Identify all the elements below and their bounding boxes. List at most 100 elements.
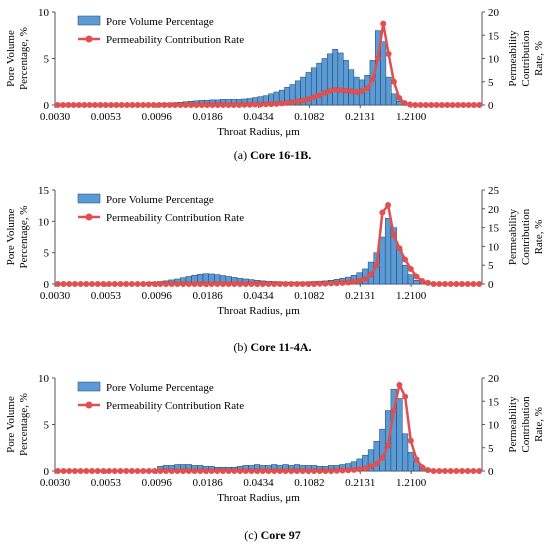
line-point	[390, 407, 397, 414]
y-left-tick-label: 0	[44, 100, 50, 112]
line-point	[268, 101, 275, 108]
line-point	[464, 468, 471, 474]
line-point	[89, 468, 96, 474]
y-right-tick-label: 5	[488, 443, 494, 455]
line-point	[60, 281, 67, 287]
bar	[407, 452, 414, 472]
line-point	[385, 50, 392, 57]
caption-c-label: Core 97	[260, 528, 301, 542]
line-point	[163, 468, 170, 474]
line-point	[254, 281, 261, 287]
line-point	[441, 281, 448, 287]
line-point	[305, 468, 312, 474]
line-point	[106, 468, 113, 474]
line-point	[168, 468, 175, 474]
legend-bar-swatch	[77, 193, 101, 204]
line-point	[362, 465, 369, 472]
bar	[413, 279, 420, 285]
line-point	[123, 468, 130, 474]
x-tick-label: 0.0434	[243, 111, 274, 123]
line-point	[278, 100, 285, 107]
line-point	[208, 468, 215, 474]
line-point	[191, 281, 198, 287]
line-point	[316, 468, 323, 474]
line-point	[177, 102, 184, 108]
x-tick-label: 0.0030	[40, 290, 71, 302]
line-point	[248, 468, 255, 474]
line-point	[174, 468, 181, 474]
line-point	[453, 281, 460, 287]
line-point	[356, 277, 363, 284]
line-point	[447, 281, 454, 287]
line-point	[464, 281, 471, 287]
line-point	[333, 467, 340, 474]
bar	[380, 41, 387, 106]
line-point	[293, 468, 300, 474]
x-tick-label: 0.0053	[91, 111, 122, 123]
line-point	[180, 281, 187, 287]
y-left-label: Pore Volume	[5, 30, 17, 87]
line-point	[134, 281, 141, 287]
line-point	[118, 102, 125, 108]
line-point	[419, 464, 426, 471]
x-tick-label: 0.0186	[193, 477, 224, 489]
caption-a-label: Core 16-1B.	[250, 148, 312, 162]
line-point	[276, 468, 283, 474]
line-point	[150, 102, 157, 108]
line-point	[332, 86, 339, 93]
line-point	[322, 468, 329, 474]
x-tick-label: 0.0186	[193, 111, 224, 123]
y-left-tick-label: 15	[38, 185, 50, 197]
bar	[385, 76, 392, 106]
line-point	[220, 102, 227, 108]
line-point	[252, 101, 259, 108]
line-point	[231, 281, 238, 287]
y-right-label: Contribution	[520, 30, 532, 87]
line-point	[396, 245, 403, 252]
line-point	[454, 102, 461, 108]
chart-a: 0 5 10 0 5 10 15 20 0.0030 0.0053 0.0096 0.0186 0.04…	[5, 7, 545, 138]
line-point	[259, 281, 266, 287]
line-point	[124, 102, 131, 108]
x-tick-label: 0.1082	[294, 477, 324, 489]
line-point	[241, 101, 248, 108]
line-point	[328, 468, 335, 474]
y-right-tick-label: 20	[488, 204, 500, 216]
line-point	[345, 467, 352, 474]
line-point	[422, 102, 429, 108]
line-point	[385, 202, 392, 209]
y-right-label: Rate, %	[533, 220, 545, 255]
line-point	[337, 87, 344, 94]
line-point	[54, 281, 61, 287]
line-point	[111, 468, 118, 474]
bar	[342, 60, 349, 106]
line-point	[419, 277, 426, 284]
line-point	[102, 102, 109, 108]
line-point	[242, 281, 249, 287]
line-point	[163, 281, 170, 287]
line-point	[459, 281, 466, 287]
caption-b-label: Core 11-4A.	[250, 340, 312, 354]
line-point	[128, 281, 135, 287]
y-right-tick-label: 15	[488, 30, 500, 42]
line-point	[476, 102, 483, 108]
line-point	[311, 281, 318, 287]
legend-bar-swatch	[77, 381, 101, 392]
line-point	[460, 102, 467, 108]
y-right-tick-label: 15	[488, 223, 500, 235]
x-tick-label: 1.2100	[396, 111, 427, 123]
y-right-tick-label: 20	[488, 373, 500, 385]
y-left-tick-label: 10	[38, 373, 50, 385]
line-point	[288, 468, 295, 474]
y-right-label: Permeability	[507, 208, 519, 265]
line-point	[453, 468, 460, 474]
x-tick-label: 0.0434	[243, 477, 274, 489]
line-point	[151, 468, 158, 474]
bar	[391, 93, 397, 106]
line-point	[157, 468, 164, 474]
line-point	[299, 468, 306, 474]
bar	[384, 217, 392, 285]
caption-b-prefix: (b)	[233, 340, 248, 354]
line-point	[77, 281, 84, 287]
